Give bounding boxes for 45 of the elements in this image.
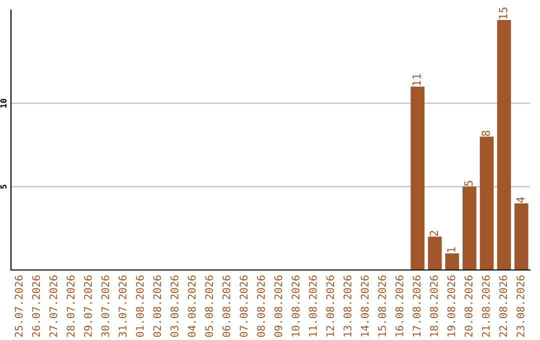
data-label: 11 <box>412 74 421 86</box>
x-tick-label: 16.08.2026 <box>395 276 404 336</box>
bar <box>480 136 494 270</box>
bar <box>428 236 442 270</box>
data-label: 1 <box>447 247 456 252</box>
x-tick-label: 28.07.2026 <box>66 276 75 337</box>
bar <box>497 20 511 270</box>
data-label: 2 <box>430 230 438 236</box>
x-tick-label: 21.08.2026 <box>482 276 490 337</box>
x-tick-label: 08.08.2026 <box>257 276 265 337</box>
data-label: 5 <box>464 180 473 186</box>
bar <box>445 253 460 270</box>
data-label: 4 <box>516 197 524 203</box>
x-tick-label: 10.08.2026 <box>292 276 300 336</box>
x-tick-label: 14.08.2026 <box>360 276 369 336</box>
x-tick-label: 09.08.2026 <box>274 276 282 337</box>
x-tick-label: 17.08.2026 <box>412 276 421 336</box>
x-tick-label: 01.08.2026 <box>136 276 144 337</box>
y-tick-label: 10 <box>0 98 7 108</box>
x-tick-label: 29.07.2026 <box>84 276 92 337</box>
x-tick-label: 13.08.2026 <box>344 276 352 336</box>
x-tick-label: 11.08.2026 <box>308 276 317 336</box>
x-tick-label: 05.08.2026 <box>205 276 213 337</box>
x-tick-label: 26.07.2026 <box>32 276 40 337</box>
x-tick-label: 30.07.2026 <box>101 276 110 337</box>
x-tick-label: 19.08.2026 <box>447 276 456 336</box>
data-label: 15 <box>499 8 508 19</box>
bar <box>514 203 528 270</box>
x-tick-label: 15.08.2026 <box>378 276 386 336</box>
x-tick-label: 12.08.2026 <box>326 276 334 336</box>
x-tick-label: 06.08.2026 <box>222 276 230 337</box>
bar <box>462 186 476 270</box>
x-tick-label: 04.08.2026 <box>188 276 196 337</box>
data-label: 8 <box>482 130 490 136</box>
x-tick-label: 18.08.2026 <box>430 276 438 336</box>
x-tick-label: 25.07.2026 <box>14 276 23 337</box>
bar <box>410 86 424 270</box>
x-tick-label: 03.08.2026 <box>170 276 178 337</box>
x-tick-label: 31.07.2026 <box>118 276 126 337</box>
x-tick-label: 22.08.2026 <box>499 276 508 337</box>
x-tick-label: 02.08.2026 <box>153 276 162 337</box>
x-tick-label: 07.08.2026 <box>240 276 248 337</box>
x-tick-label: 27.07.2026 <box>49 276 58 337</box>
x-tick-label: 20.08.2026 <box>464 276 472 337</box>
x-tick-label: 23.08.2026 <box>516 276 524 337</box>
